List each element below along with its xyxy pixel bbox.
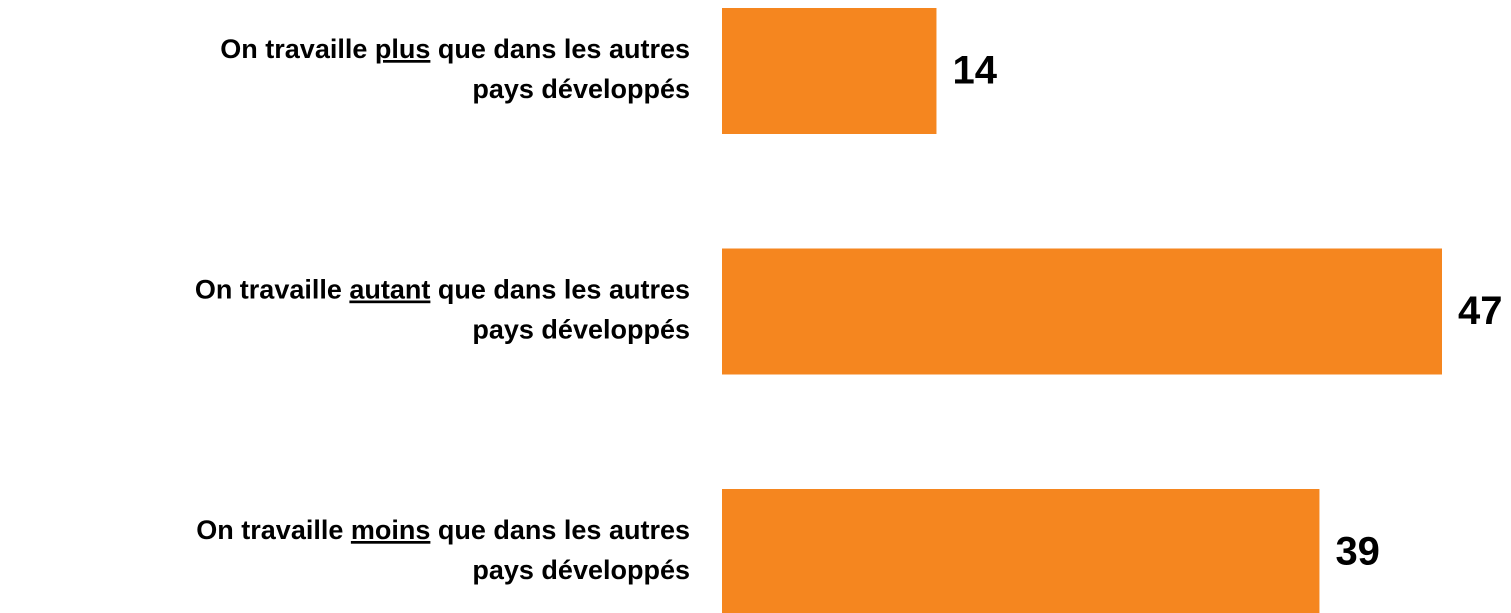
value-label: 14 (952, 49, 997, 93)
bar (722, 489, 1320, 613)
category-label-part: On travaille (196, 515, 351, 545)
value-label: 47 (1458, 289, 1503, 333)
value-label: 39 (1335, 530, 1380, 574)
category-label-part: On travaille (195, 275, 350, 305)
category-label-part: que dans les autres (430, 34, 690, 64)
category-label-part: que dans les autres (430, 515, 690, 545)
category-label: On travaille autant que dans les autres (195, 275, 690, 305)
bar (722, 8, 937, 134)
category-label: On travaille moins que dans les autres (196, 515, 690, 545)
category-label: pays développés (472, 315, 690, 345)
bar (722, 248, 1442, 375)
category-label-part: que dans les autres (430, 275, 690, 305)
category-label: pays développés (472, 555, 690, 585)
category-label-part: On travaille (220, 34, 375, 64)
category-label-part: moins (351, 515, 431, 545)
category-label: On travaille plus que dans les autres (220, 34, 690, 64)
category-label: pays développés (472, 74, 690, 104)
category-label-part: autant (349, 275, 430, 305)
category-label-part: plus (375, 34, 431, 64)
